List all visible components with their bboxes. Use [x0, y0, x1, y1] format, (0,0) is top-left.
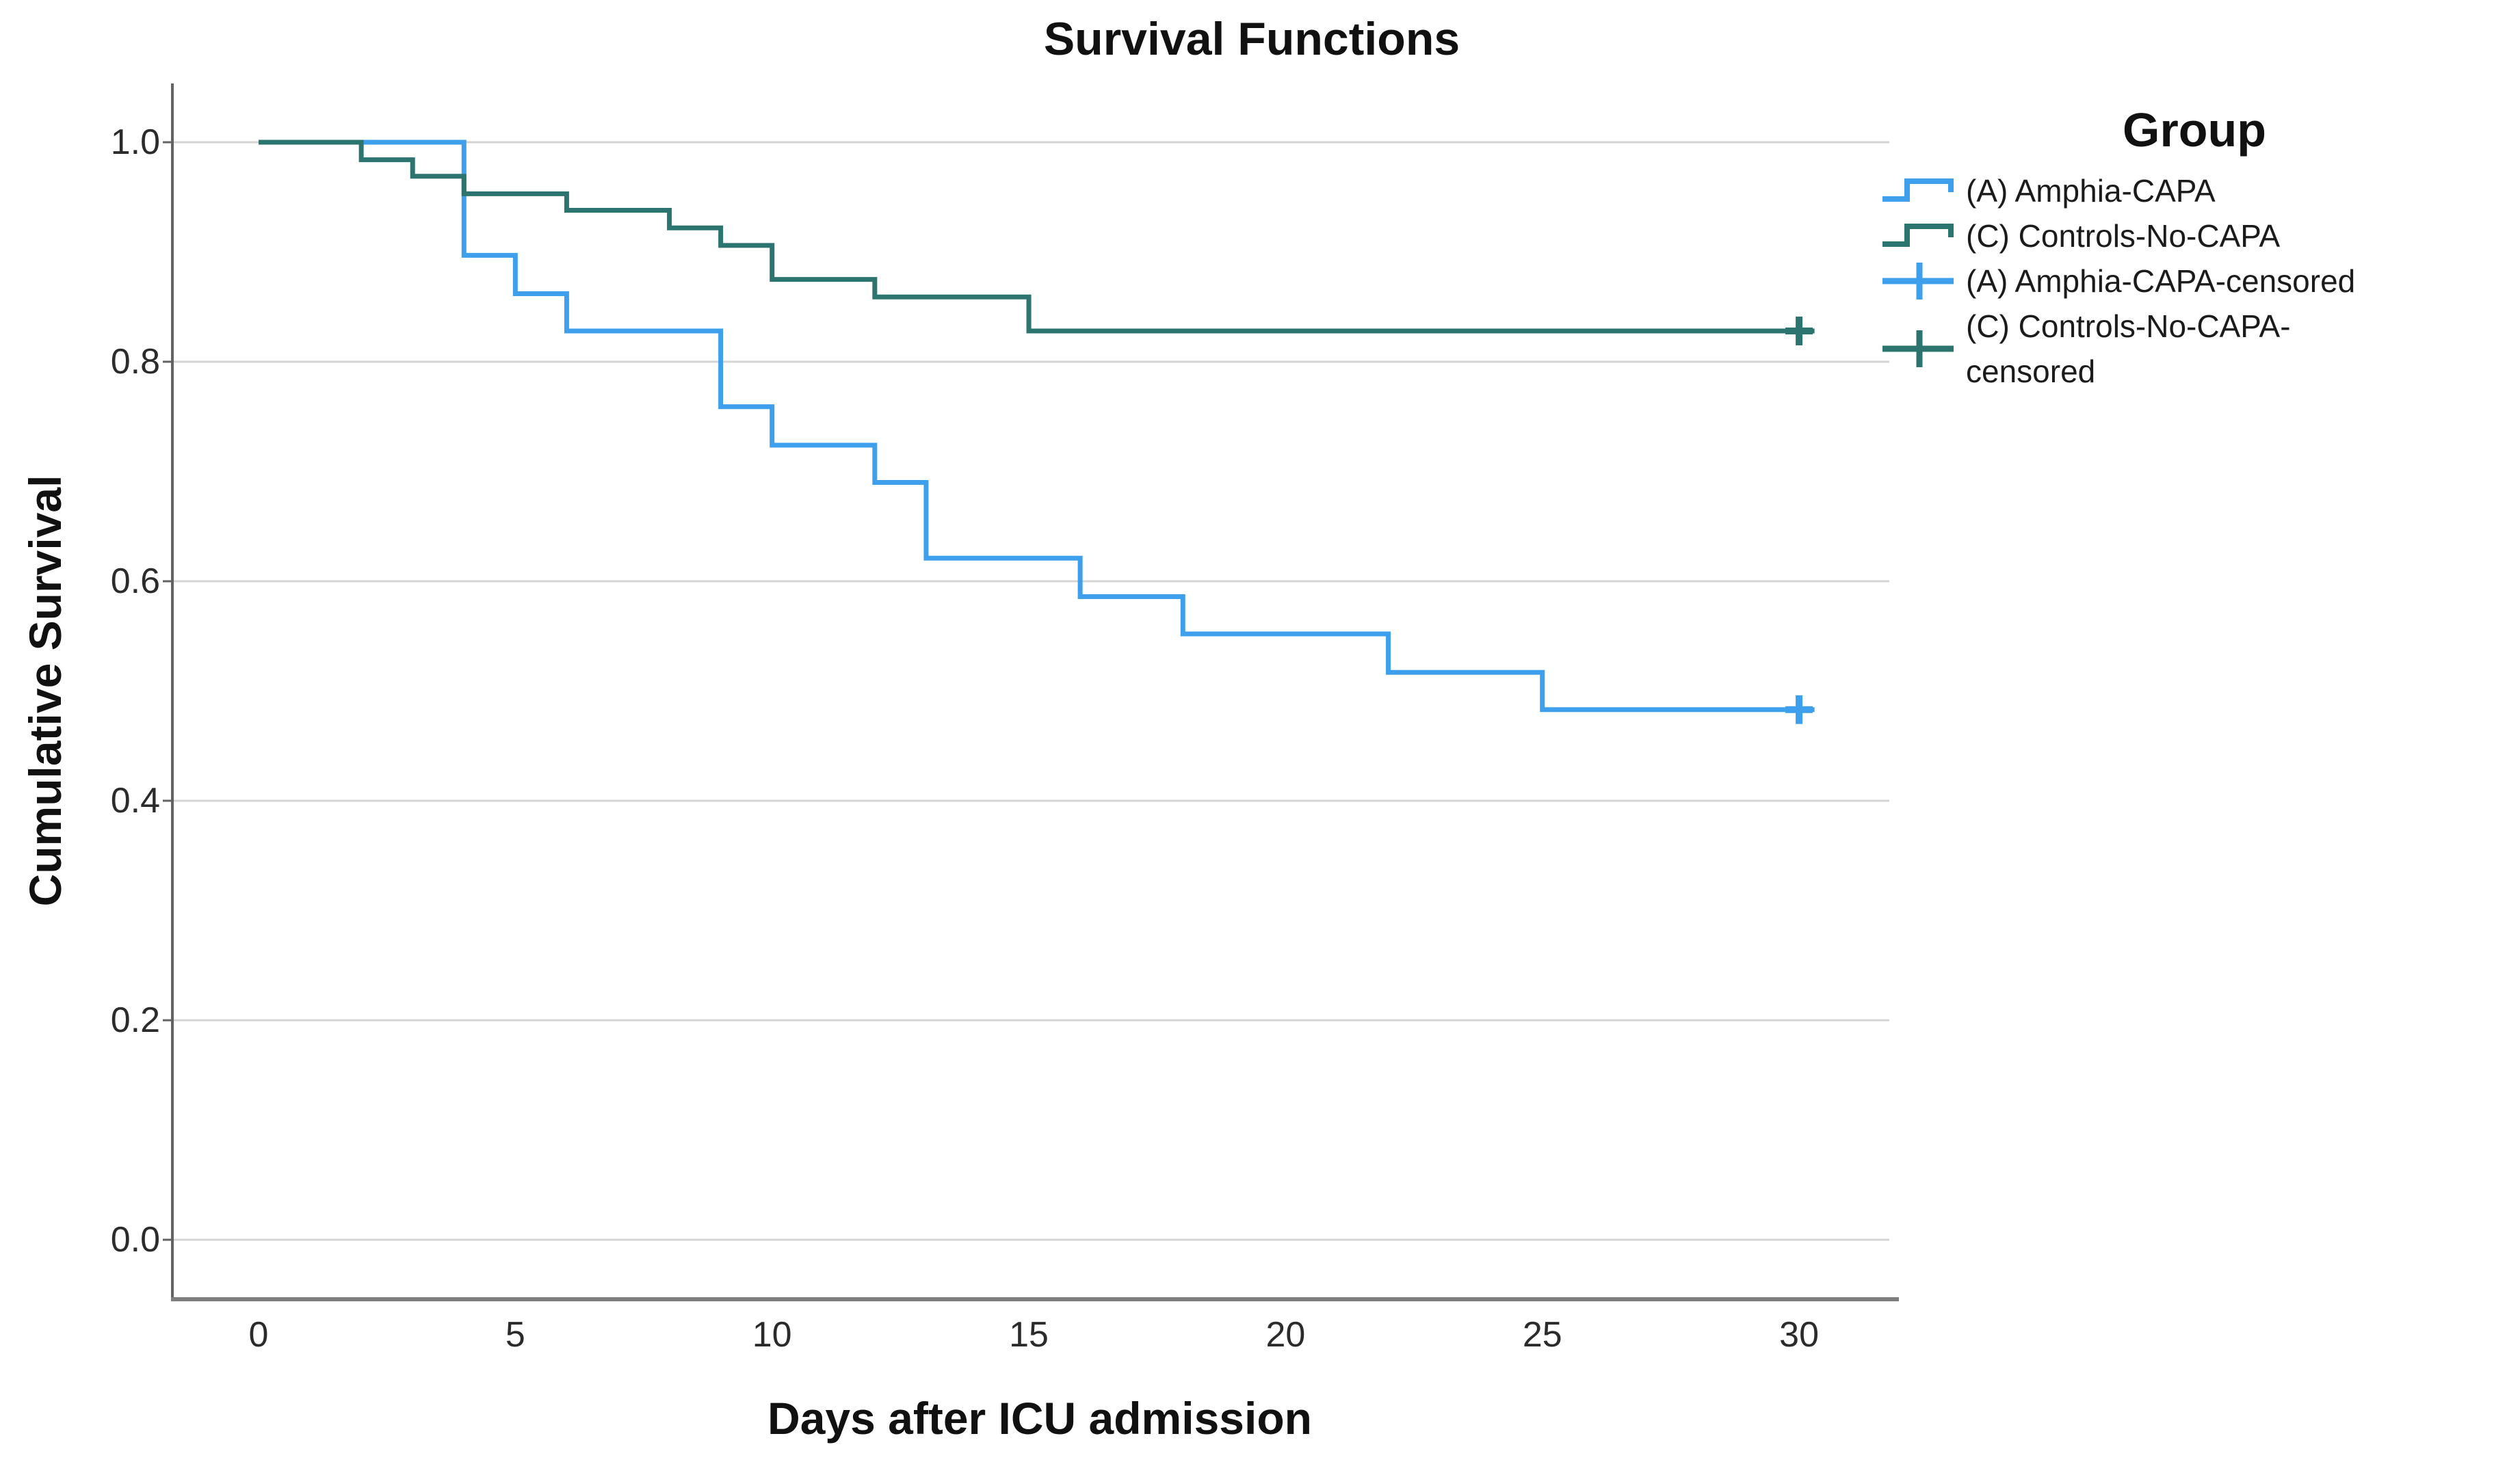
y-axis-title: Cumulative Survival — [20, 475, 70, 907]
legend-entry-amphia-capa: (A) Amphia-CAPA — [1880, 168, 2386, 213]
survival-curve — [259, 139, 1815, 334]
x-tick-label: 25 — [1522, 1315, 1562, 1355]
x-tick-label: 10 — [752, 1315, 792, 1355]
plus-marker-icon — [1882, 330, 1954, 367]
legend-label: (A) Amphia-CAPA-censored — [1966, 263, 2356, 299]
chart-title: Survival Functions — [1043, 13, 1460, 65]
x-axis-title: Days after ICU admission — [767, 1393, 1312, 1444]
plus-marker-icon — [1882, 263, 1954, 300]
step-line-icon — [1882, 224, 1954, 247]
legend-label: (A) Amphia-CAPA — [1966, 173, 2216, 209]
legend-label: (C) Controls-No-CAPA — [1966, 218, 2281, 254]
legend-label: (C) Controls-No-CAPA-censored — [1966, 308, 2291, 389]
x-tick-label: 30 — [1779, 1315, 1820, 1355]
x-tick-label: 0 — [248, 1315, 269, 1355]
survival-curve — [259, 139, 1815, 713]
y-tick-label: 0.8 — [110, 342, 160, 382]
y-tick-label: 0.2 — [110, 1000, 160, 1040]
y-tick-label: 0.4 — [110, 781, 160, 821]
legend: Group (A) Amphia-CAPA (C) Controls-No-CA… — [1880, 103, 2386, 394]
legend-entry-controls-no-capa: (C) Controls-No-CAPA — [1880, 213, 2386, 258]
y-tick-label: 0.0 — [110, 1220, 160, 1260]
legend-entry-amphia-capa-censored: (A) Amphia-CAPA-censored — [1880, 258, 2386, 304]
step-line-icon — [1882, 178, 1954, 202]
y-tick-label: 1.0 — [110, 122, 160, 162]
legend-entry-controls-no-capa-censored: (C) Controls-No-CAPA-censored — [1880, 304, 2386, 394]
x-tick-label: 20 — [1265, 1315, 1306, 1355]
legend-title: Group — [2123, 103, 2266, 157]
x-tick-label: 15 — [1009, 1315, 1049, 1355]
x-tick-label: 5 — [505, 1315, 525, 1355]
y-tick-label: 0.6 — [110, 561, 160, 601]
